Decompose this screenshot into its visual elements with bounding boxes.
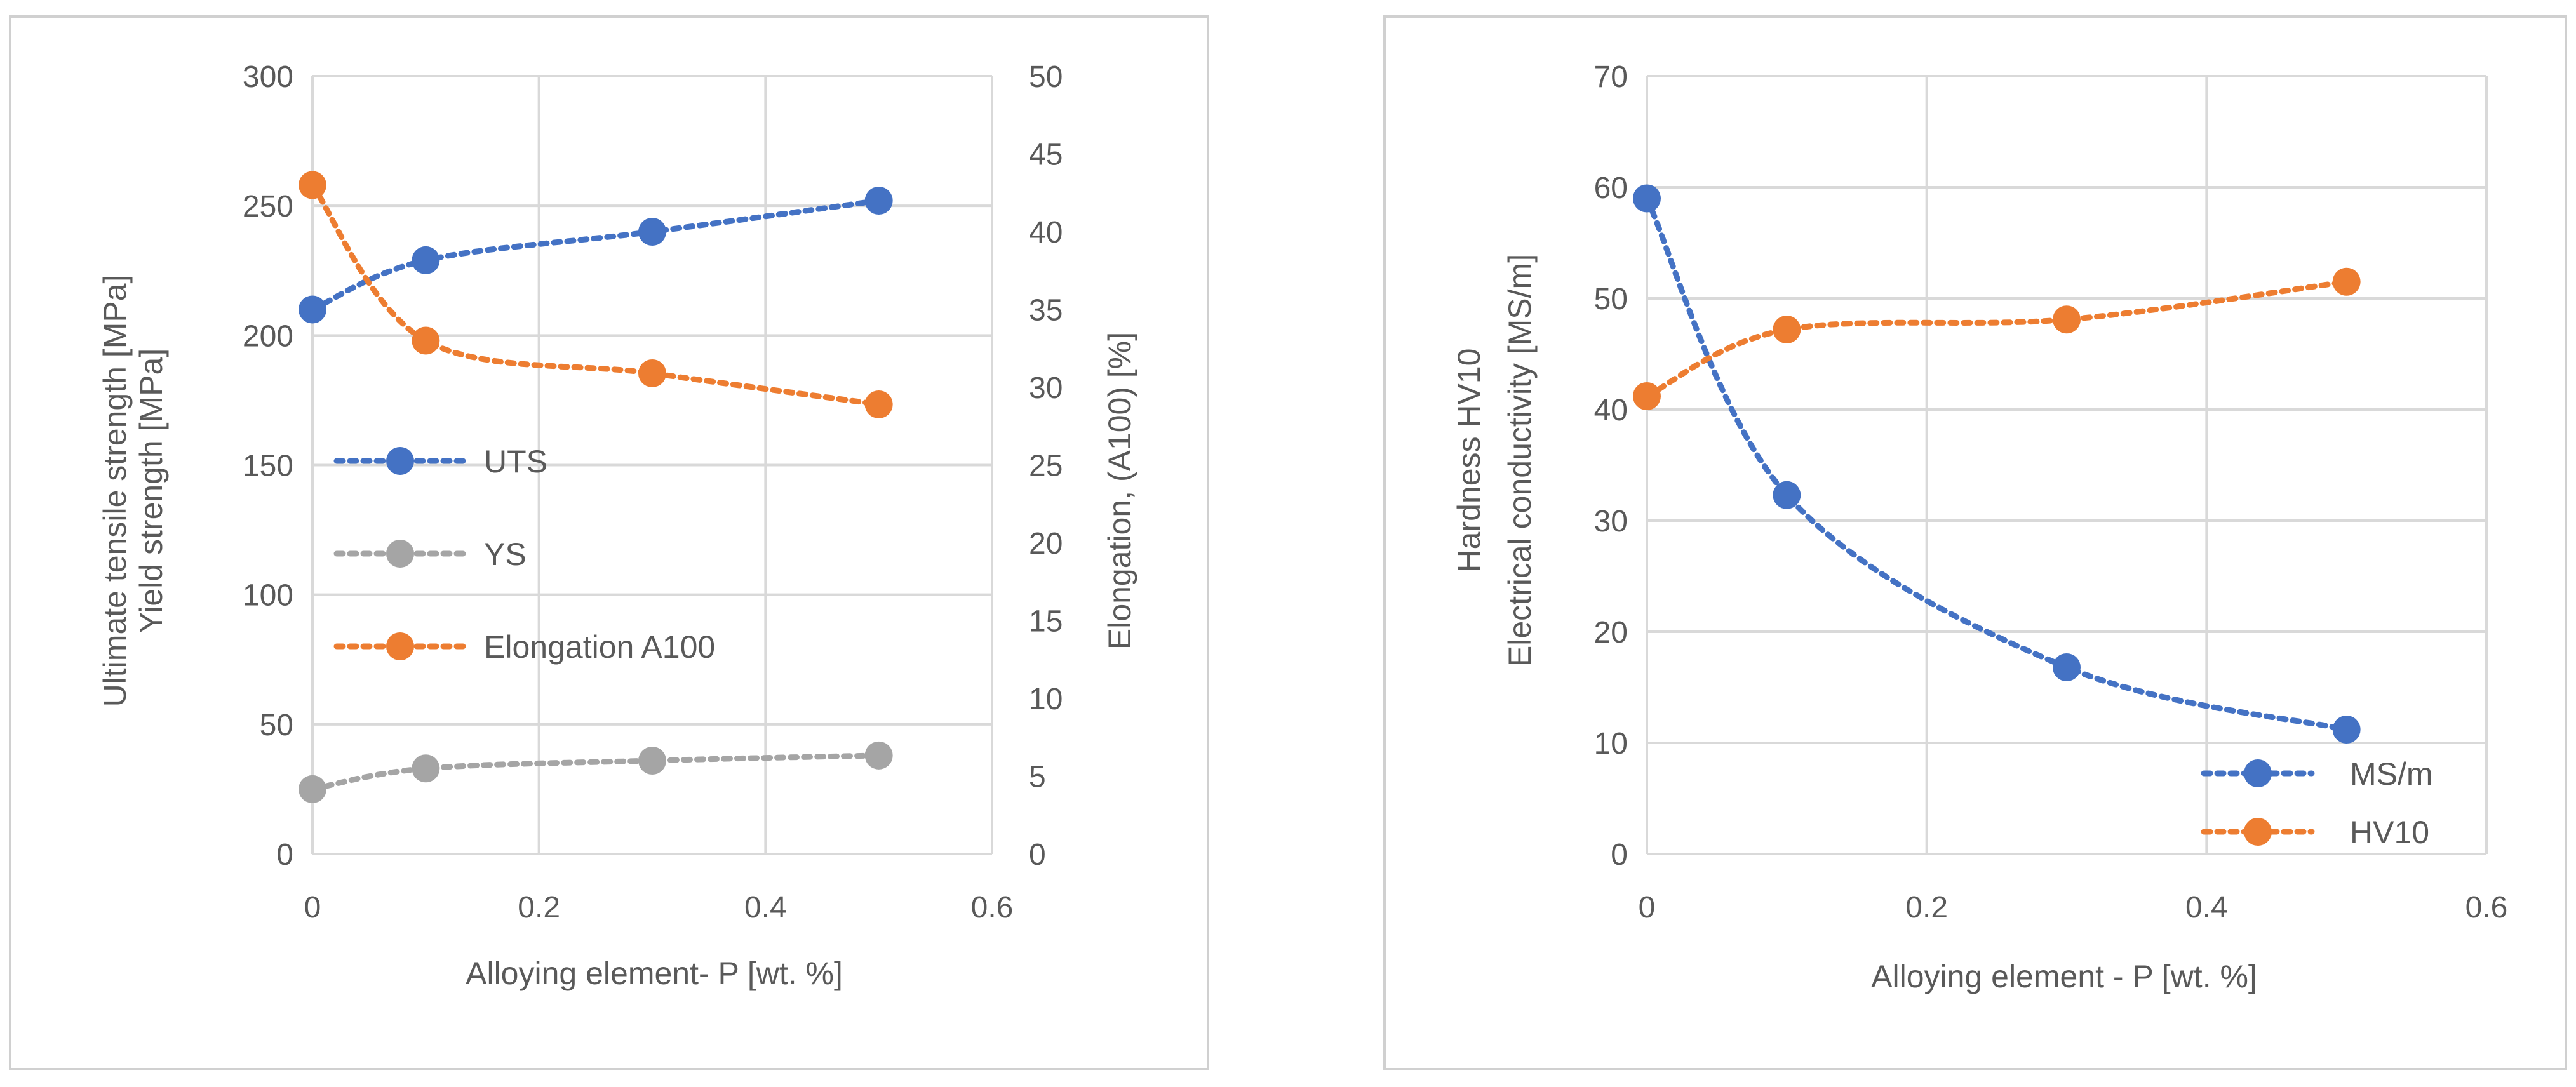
y-tick-label: 60	[1594, 171, 1628, 205]
y2-tick-label: 0	[1029, 838, 1046, 872]
x-tick-label: 0	[1639, 891, 1656, 924]
data-point	[299, 775, 326, 803]
data-point	[2332, 267, 2361, 296]
conductivity-hardness-chart: 0 10 20 30 40 50 60 70 0 0.2 0.4 0.6 Alloying eleme…	[1383, 15, 2567, 1070]
x-axis-label: Alloying element - P [wt. %]	[1871, 959, 2257, 994]
y-tick-label: 150	[243, 450, 293, 483]
data-point	[638, 359, 666, 387]
chart-frame-left	[9, 15, 1209, 1070]
data-point	[864, 390, 893, 418]
y-tick-label: 70	[1594, 60, 1628, 94]
y-tick-label: 10	[1594, 727, 1628, 761]
legend: MS/m HV10	[2201, 756, 2433, 850]
data-point	[299, 171, 326, 199]
data-point	[638, 218, 666, 246]
data-point	[299, 295, 326, 324]
y-tick-label: 40	[1594, 394, 1628, 427]
x-tick-label: 0.2	[1905, 891, 1948, 924]
y-tick-label: 50	[260, 709, 293, 742]
y-tick-label: 300	[243, 60, 293, 94]
y-axis-label-line1: Hardness HV10	[1451, 349, 1487, 573]
legend-label: HV10	[2350, 815, 2429, 850]
data-point	[864, 187, 893, 215]
y2-tick-label: 20	[1029, 527, 1063, 561]
y-tick-label: 250	[243, 190, 293, 223]
data-point	[1773, 481, 1801, 509]
y-tick-label: 0	[276, 838, 293, 872]
data-point	[412, 326, 440, 355]
series-line-hv10	[1644, 279, 2350, 399]
data-point	[412, 246, 440, 274]
y2-tick-label: 30	[1029, 371, 1063, 405]
data-point	[1633, 184, 1661, 213]
data-point	[1773, 316, 1801, 343]
y2-tick-label: 10	[1029, 683, 1063, 716]
legend-marker	[2244, 759, 2272, 787]
legend-label: Elongation A100	[484, 629, 715, 665]
legend-marker	[2244, 818, 2272, 846]
data-point	[1633, 382, 1661, 410]
y2-tick-label: 35	[1029, 294, 1063, 328]
legend-marker	[386, 447, 414, 475]
data-point	[638, 747, 666, 775]
mechanical-properties-chart: 0 50 100 150 200 250 300 0 0.2 0.4 0.6 0 5 10 15 20 25 30…	[9, 15, 1209, 1070]
legend-label: YS	[484, 537, 527, 572]
chart-frame-right	[1383, 15, 2567, 1070]
y-axis-label-line2: Yield strength [MPa]	[133, 349, 169, 633]
x-axis-label: Alloying element- P [wt. %]	[466, 956, 843, 991]
series-line-ms-m	[1644, 196, 2350, 733]
legend-marker	[386, 540, 414, 568]
legend-label: MS/m	[2350, 756, 2433, 792]
x-tick-label: 0	[304, 891, 321, 924]
data-point	[412, 754, 440, 783]
y2-tick-label: 40	[1029, 216, 1063, 250]
y-axis-label-line2: Electrical conductivity [MS/m]	[1502, 254, 1538, 667]
y-tick-label: 0	[1611, 838, 1628, 872]
series-line-elongation-a100	[309, 182, 882, 408]
y-axis-label-line1: Ultimate tensile strength [MPa]	[97, 275, 133, 707]
x-tick-label: 0.6	[971, 891, 1014, 924]
legend-marker	[386, 632, 414, 660]
series-line-ys	[309, 752, 882, 792]
data-point	[864, 741, 893, 770]
y-tick-label: 100	[243, 579, 293, 613]
x-tick-label: 0.4	[2185, 891, 2228, 924]
y2-tick-label: 15	[1029, 605, 1063, 639]
data-point	[2053, 305, 2081, 334]
x-tick-label: 0.6	[2465, 891, 2508, 924]
x-tick-label: 0.4	[744, 891, 787, 924]
data-point	[2053, 653, 2081, 681]
y2-tick-label: 45	[1029, 138, 1063, 172]
data-point	[2332, 716, 2361, 744]
y2-tick-label: 25	[1029, 450, 1063, 483]
y2-axis-label: Elongation, (A100) [%]	[1102, 332, 1137, 650]
y-tick-label: 50	[1594, 283, 1628, 316]
legend: UTS YS Elongation A100	[333, 444, 715, 665]
legend-label: UTS	[484, 444, 547, 479]
y-tick-label: 200	[243, 319, 293, 353]
y2-tick-label: 50	[1029, 60, 1063, 94]
y2-tick-label: 5	[1029, 761, 1046, 794]
x-tick-label: 0.2	[518, 891, 560, 924]
y-tick-label: 30	[1594, 505, 1628, 538]
y-tick-label: 20	[1594, 616, 1628, 650]
